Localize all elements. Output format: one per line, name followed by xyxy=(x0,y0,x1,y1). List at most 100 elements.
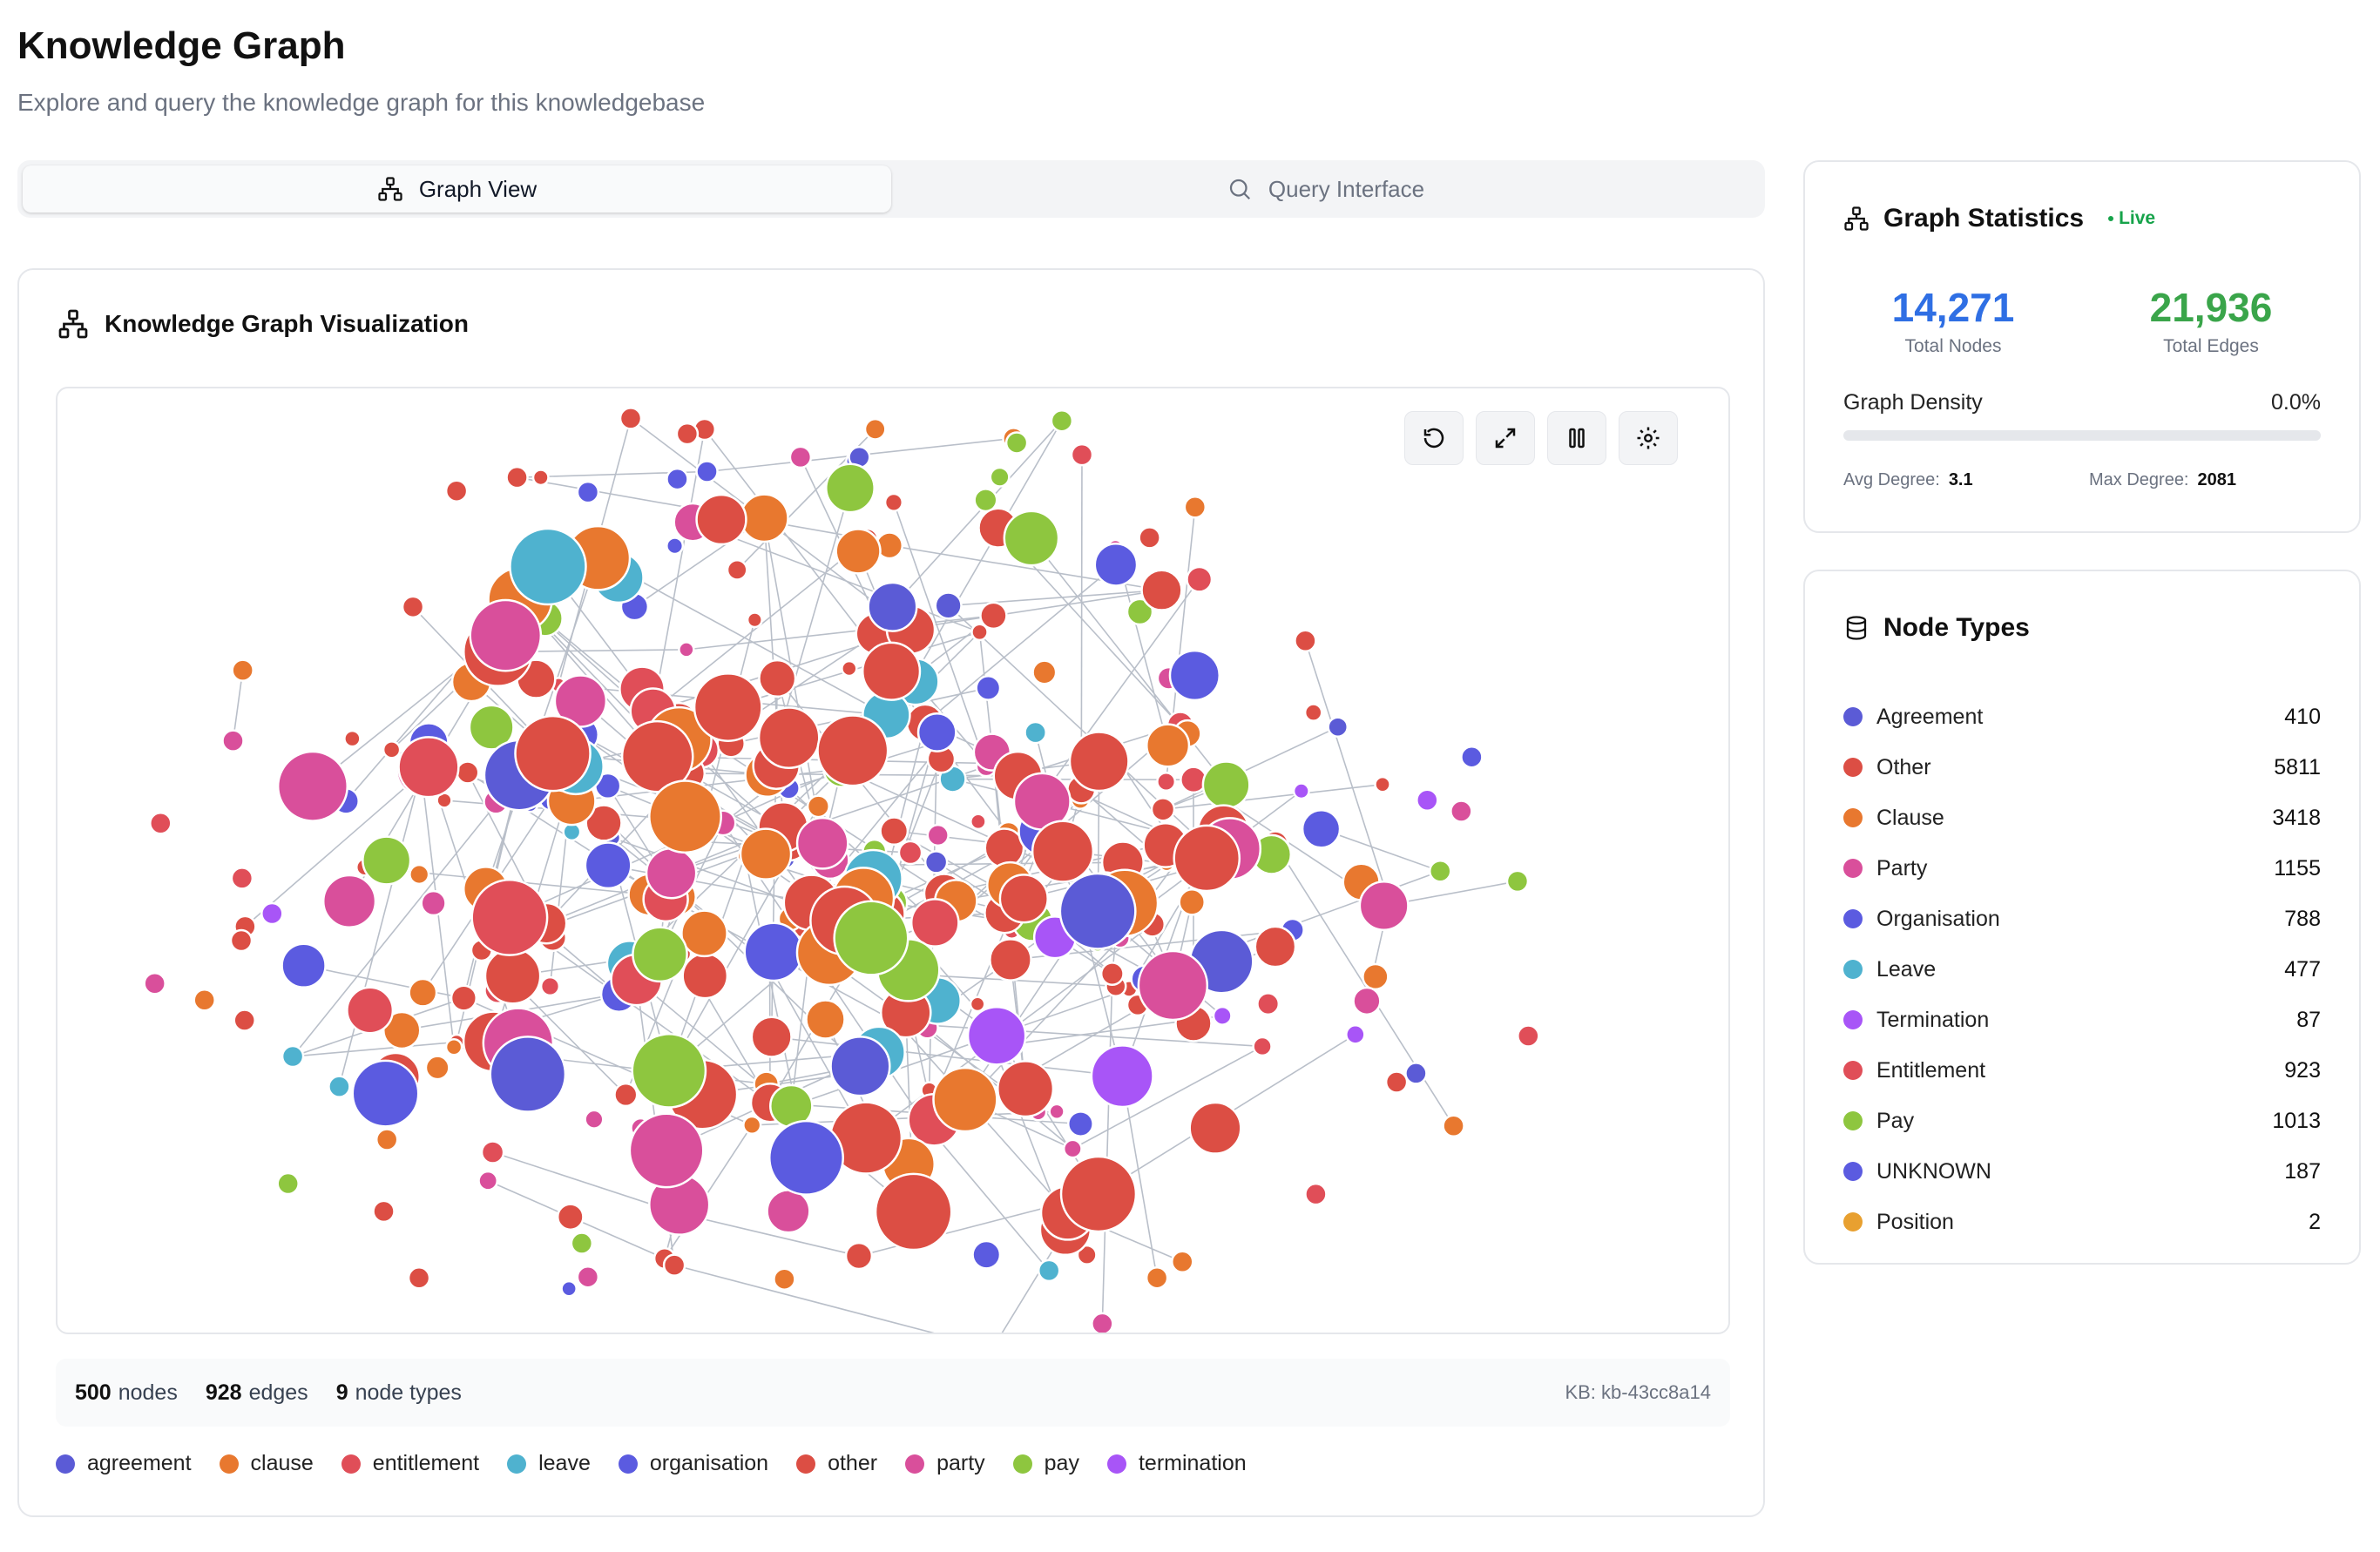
graph-node[interactable] xyxy=(883,492,904,512)
graph-node[interactable] xyxy=(844,1241,874,1271)
graph-node[interactable] xyxy=(631,1033,707,1109)
graph-node[interactable] xyxy=(932,1066,998,1133)
graph-node[interactable] xyxy=(726,558,748,581)
graph-node[interactable] xyxy=(829,1036,891,1097)
graph-node[interactable] xyxy=(795,816,849,870)
graph-node[interactable] xyxy=(739,493,789,543)
graph-node[interactable] xyxy=(276,1171,300,1196)
graph-node[interactable] xyxy=(362,835,412,886)
graph-node[interactable] xyxy=(766,1189,811,1234)
graph-node[interactable] xyxy=(1146,723,1191,768)
graph-node[interactable] xyxy=(816,714,889,787)
graph-node[interactable] xyxy=(1442,1114,1465,1137)
graph-node[interactable] xyxy=(989,938,1032,982)
graph-node[interactable] xyxy=(1256,992,1281,1016)
node-type-row[interactable]: Organisation 788 xyxy=(1843,894,2321,944)
graph-node[interactable] xyxy=(1294,629,1317,653)
graph-node[interactable] xyxy=(970,813,987,831)
fullscreen-button[interactable] xyxy=(1476,411,1535,465)
graph-node[interactable] xyxy=(477,1170,499,1191)
graph-node[interactable] xyxy=(468,704,515,751)
graph-node[interactable] xyxy=(231,658,254,682)
graph-node[interactable] xyxy=(1201,760,1251,810)
graph-node[interactable] xyxy=(1076,1244,1098,1265)
node-type-row[interactable]: Termination 87 xyxy=(1843,995,2321,1045)
graph-node[interactable] xyxy=(444,1037,463,1056)
graph-node[interactable] xyxy=(773,1267,796,1291)
graph-node[interactable] xyxy=(1186,565,1214,593)
graph-node[interactable] xyxy=(230,867,254,890)
graph-svg[interactable] xyxy=(57,388,1730,1334)
graph-node[interactable] xyxy=(1062,1138,1083,1159)
graph-node[interactable] xyxy=(909,898,960,948)
graph-node[interactable] xyxy=(409,863,430,886)
graph-node[interactable] xyxy=(934,591,963,620)
graph-node[interactable] xyxy=(1168,649,1221,702)
graph-node[interactable] xyxy=(695,460,719,483)
graph-node[interactable] xyxy=(483,947,542,1005)
graph-node[interactable] xyxy=(560,1279,578,1298)
graph-node[interactable] xyxy=(998,874,1049,924)
graph-node[interactable] xyxy=(470,878,549,956)
graph-node[interactable] xyxy=(1031,820,1095,883)
graph-node[interactable] xyxy=(407,1266,431,1290)
graph-node[interactable] xyxy=(539,975,561,997)
graph-node[interactable] xyxy=(648,779,722,854)
graph-node[interactable] xyxy=(351,1059,420,1128)
graph-node[interactable] xyxy=(469,598,543,672)
graph-node[interactable] xyxy=(1137,949,1209,1022)
graph-node[interactable] xyxy=(1188,1101,1242,1155)
graph-node[interactable] xyxy=(321,874,377,928)
graph-node[interactable] xyxy=(835,528,882,575)
graph-node[interactable] xyxy=(1024,720,1047,745)
graph-node[interactable] xyxy=(681,952,729,1000)
graph-node[interactable] xyxy=(1362,962,1389,991)
graph-node[interactable] xyxy=(739,827,793,881)
graph-node[interactable] xyxy=(505,465,529,489)
graph-node[interactable] xyxy=(1173,824,1241,893)
tab-query-interface[interactable]: Query Interface xyxy=(891,165,1760,213)
graph-node[interactable] xyxy=(1050,408,1074,433)
graph-nodes[interactable] xyxy=(143,407,1540,1334)
node-type-row[interactable]: Entitlement 923 xyxy=(1843,1045,2321,1096)
graph-node[interactable] xyxy=(1301,809,1342,849)
graph-node[interactable] xyxy=(576,480,600,504)
graph-node[interactable] xyxy=(693,672,763,742)
graph-node[interactable] xyxy=(680,909,728,958)
graph-node[interactable] xyxy=(628,1112,705,1189)
graph-node[interactable] xyxy=(401,595,425,619)
graph-node[interactable] xyxy=(678,641,695,658)
settings-button[interactable] xyxy=(1619,411,1678,465)
graph-node[interactable] xyxy=(1091,1312,1114,1334)
graph-node[interactable] xyxy=(970,623,989,642)
graph-node[interactable] xyxy=(531,469,550,487)
graph-node[interactable] xyxy=(1058,872,1137,950)
graph-node[interactable] xyxy=(1304,1182,1328,1206)
graph-node[interactable] xyxy=(645,847,698,900)
graph-node[interactable] xyxy=(984,827,1025,869)
graph-node[interactable] xyxy=(1138,526,1161,550)
graph-node[interactable] xyxy=(742,1115,762,1136)
graph-node[interactable] xyxy=(1150,797,1176,822)
graph-node[interactable] xyxy=(1384,1070,1409,1094)
graph-node[interactable] xyxy=(879,816,909,847)
node-type-row[interactable]: Position 2 xyxy=(1843,1197,2321,1247)
graph-node[interactable] xyxy=(1429,860,1452,883)
graph-node[interactable] xyxy=(1345,1024,1366,1045)
graph-node[interactable] xyxy=(343,729,362,748)
graph-node[interactable] xyxy=(514,714,592,793)
graph-node[interactable] xyxy=(408,977,438,1008)
graph-node[interactable] xyxy=(973,488,998,513)
graph-node[interactable] xyxy=(1003,509,1060,567)
graph-node[interactable] xyxy=(1404,1062,1428,1085)
graph-node[interactable] xyxy=(1327,716,1349,739)
graph-node[interactable] xyxy=(1254,925,1297,968)
graph-node[interactable] xyxy=(1093,542,1139,587)
graph-node[interactable] xyxy=(1031,659,1058,685)
graph-node[interactable] xyxy=(926,823,950,847)
graph-node[interactable] xyxy=(444,479,469,503)
graph-node[interactable] xyxy=(424,1055,450,1081)
graph-node[interactable] xyxy=(1048,1103,1065,1120)
graph-node[interactable] xyxy=(1156,772,1177,792)
graph-node[interactable] xyxy=(1004,431,1029,455)
